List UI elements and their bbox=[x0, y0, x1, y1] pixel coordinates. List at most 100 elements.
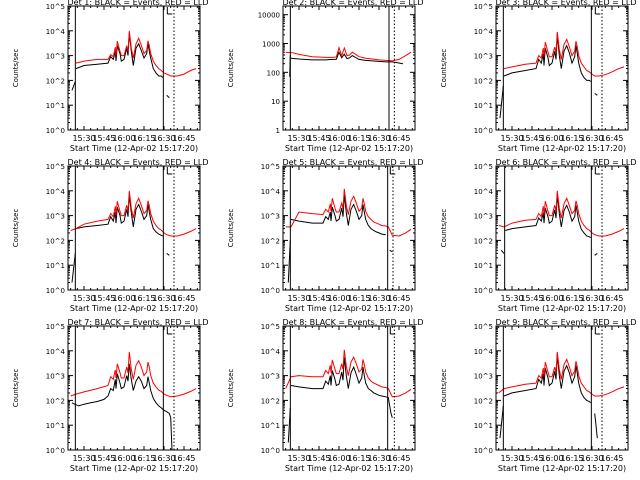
x-tick-label: 15:30 bbox=[500, 134, 523, 143]
y-tick-label: 10000 bbox=[258, 12, 280, 20]
x-tick-label: 15:30 bbox=[500, 454, 523, 463]
x-tick-label: 15:30 bbox=[72, 134, 95, 143]
y-tick-label: 10^4 bbox=[261, 348, 281, 356]
y-tick-label: 10^3 bbox=[46, 213, 65, 221]
y-axis-label: Counts/sec bbox=[227, 369, 235, 408]
y-tick-label: 10^1 bbox=[46, 262, 65, 270]
x-tick-label: 15:30 bbox=[287, 134, 310, 143]
events-series-line-2 bbox=[594, 92, 598, 96]
x-axis-label: Start Time (12-Apr-02 15:17:20) bbox=[285, 144, 413, 153]
lld-series-line-3 bbox=[498, 351, 625, 397]
x-tick-label: 15:30 bbox=[500, 294, 523, 303]
events-series-line-1 bbox=[290, 194, 386, 236]
panel-title: Det 4: BLACK = Events, RED = LLD bbox=[68, 158, 209, 167]
events-series-line-0 bbox=[499, 405, 504, 439]
x-tick-label: 16:45 bbox=[172, 294, 195, 303]
plot-frame bbox=[282, 5, 416, 131]
x-tick-label: 16:00 bbox=[540, 454, 563, 463]
x-tick-label: 15:30 bbox=[72, 454, 95, 463]
x-tick-label: 16:45 bbox=[387, 134, 410, 143]
lld-series-line-3 bbox=[503, 31, 625, 77]
y-axis-label: Counts/sec bbox=[440, 49, 448, 88]
events-series-line-2 bbox=[166, 94, 170, 99]
events-series-line-0 bbox=[71, 363, 173, 451]
x-tick-label: 16:00 bbox=[540, 294, 563, 303]
events-series-line-2 bbox=[166, 252, 170, 256]
y-tick-label: 10^0 bbox=[46, 287, 65, 295]
y-axis-label: Counts/sec bbox=[12, 49, 20, 88]
y-tick-label: 10^4 bbox=[46, 348, 66, 356]
x-axis-label: Start Time (12-Apr-02 15:17:20) bbox=[285, 304, 413, 313]
y-tick-label: 10^4 bbox=[474, 348, 494, 356]
y-tick-label: 10^0 bbox=[46, 447, 65, 455]
events-series-line-1 bbox=[503, 354, 592, 404]
y-tick-label: 10^1 bbox=[261, 262, 280, 270]
y-axis-label: Counts/sec bbox=[12, 369, 20, 408]
panel-title: Det 2: BLACK = Events, RED = LLD bbox=[283, 0, 424, 7]
y-tick-label: 10^5 bbox=[261, 323, 280, 331]
plot-frame bbox=[67, 5, 201, 131]
y-tick-label: 10^1 bbox=[474, 422, 493, 430]
x-axis-label: Start Time (12-Apr-02 15:17:20) bbox=[498, 144, 626, 153]
x-tick-label: 16:45 bbox=[387, 294, 410, 303]
y-tick-label: 10^3 bbox=[474, 373, 493, 381]
panel-title: Det 1: BLACK = Events, RED = LLD bbox=[68, 0, 209, 7]
x-tick-label: 16:15 bbox=[347, 294, 370, 303]
y-axis-label: Counts/sec bbox=[440, 209, 448, 248]
y-tick-label: 10^2 bbox=[474, 77, 493, 85]
plot-frame bbox=[495, 5, 629, 131]
y-tick-label: 100 bbox=[267, 69, 280, 77]
x-tick-label: 16:15 bbox=[560, 294, 583, 303]
y-tick-label: 10^5 bbox=[474, 3, 493, 11]
x-tick-label: 16:45 bbox=[172, 134, 195, 143]
y-tick-label: 10^2 bbox=[261, 397, 280, 405]
x-tick-label: 16:00 bbox=[112, 454, 135, 463]
events-series-line-1 bbox=[290, 357, 393, 418]
panel-title: Det 7: BLACK = Events, RED = LLD bbox=[68, 318, 209, 327]
x-tick-label: 16:15 bbox=[132, 134, 155, 143]
y-tick-label: 10^2 bbox=[46, 237, 65, 245]
x-tick-label: 16:00 bbox=[327, 294, 350, 303]
x-tick-label: 16:30 bbox=[580, 294, 603, 303]
events-series-line-0 bbox=[71, 81, 76, 91]
y-tick-label: 10^3 bbox=[261, 373, 280, 381]
x-axis-label: Start Time (12-Apr-02 15:17:20) bbox=[70, 464, 198, 473]
y-axis-label: Counts/sec bbox=[227, 209, 235, 248]
x-tick-label: 16:15 bbox=[560, 134, 583, 143]
y-tick-label: 1000 bbox=[262, 41, 280, 49]
x-tick-label: 16:30 bbox=[580, 134, 603, 143]
lld-series-line-3 bbox=[75, 30, 197, 77]
x-tick-label: 15:45 bbox=[307, 454, 330, 463]
x-tick-label: 16:45 bbox=[600, 134, 623, 143]
x-tick-label: 16:15 bbox=[132, 454, 155, 463]
y-tick-label: 10^0 bbox=[46, 127, 65, 135]
x-tick-label: 15:30 bbox=[287, 294, 310, 303]
y-tick-label: 10 bbox=[271, 98, 280, 106]
x-tick-label: 16:30 bbox=[152, 134, 175, 143]
y-tick-label: 10^2 bbox=[474, 237, 493, 245]
y-tick-label: 10^2 bbox=[46, 397, 65, 405]
x-tick-label: 16:15 bbox=[560, 454, 583, 463]
x-tick-label: 16:00 bbox=[112, 294, 135, 303]
y-tick-label: 10^0 bbox=[261, 287, 280, 295]
y-tick-label: 10^2 bbox=[261, 237, 280, 245]
events-series-line-1 bbox=[505, 194, 591, 239]
panel-title: Det 5: BLACK = Events, RED = LLD bbox=[283, 158, 424, 167]
x-axis-label: Start Time (12-Apr-02 15:17:20) bbox=[285, 464, 413, 473]
x-tick-label: 15:45 bbox=[307, 294, 330, 303]
x-tick-label: 16:00 bbox=[112, 134, 135, 143]
x-tick-label: 16:15 bbox=[347, 134, 370, 143]
plot-frame bbox=[282, 165, 416, 291]
plot-frame bbox=[282, 325, 416, 451]
x-tick-label: 16:30 bbox=[152, 454, 175, 463]
lld-series-line-3 bbox=[285, 188, 412, 237]
y-axis-label: Counts/sec bbox=[227, 49, 235, 88]
y-tick-label: 10^0 bbox=[474, 127, 493, 135]
lld-series-line-1 bbox=[70, 351, 197, 398]
events-series-line-1 bbox=[503, 34, 592, 82]
